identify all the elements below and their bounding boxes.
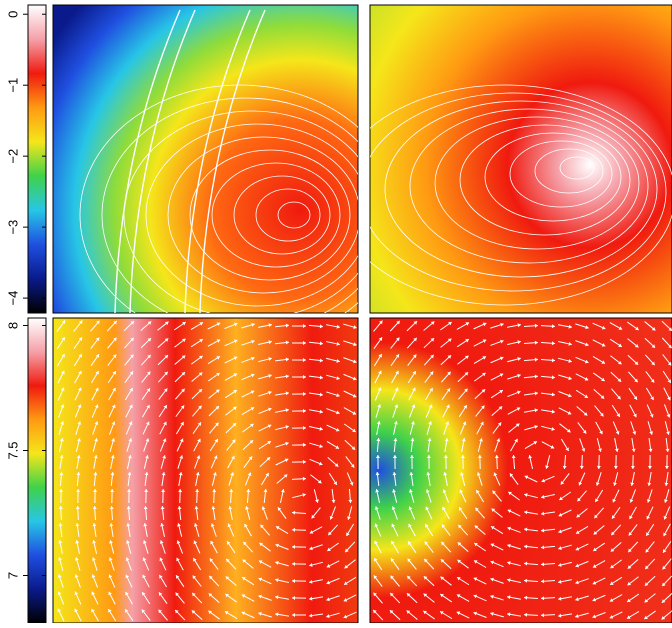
- y-tick-label: 0: [5, 11, 20, 18]
- colorbar: [28, 5, 46, 313]
- y-tick-label: −3: [5, 220, 20, 235]
- y-tick-label: −4: [5, 291, 20, 306]
- y-tick-label: −2: [5, 149, 20, 164]
- panel-top-left: [53, 5, 358, 313]
- y-tick-label: 7.5: [5, 441, 20, 459]
- y-tick-label: 8: [5, 322, 20, 329]
- panel-top-right: [370, 5, 672, 313]
- figure: 0 −1 −2 −3 −4 7 7.5 8: [0, 0, 672, 623]
- colorbar: [28, 318, 46, 623]
- panel-bottom-right: [370, 318, 672, 623]
- panel-bottom-left: [53, 318, 358, 623]
- y-tick-label: 7: [5, 572, 20, 579]
- y-tick-label: −1: [5, 78, 20, 93]
